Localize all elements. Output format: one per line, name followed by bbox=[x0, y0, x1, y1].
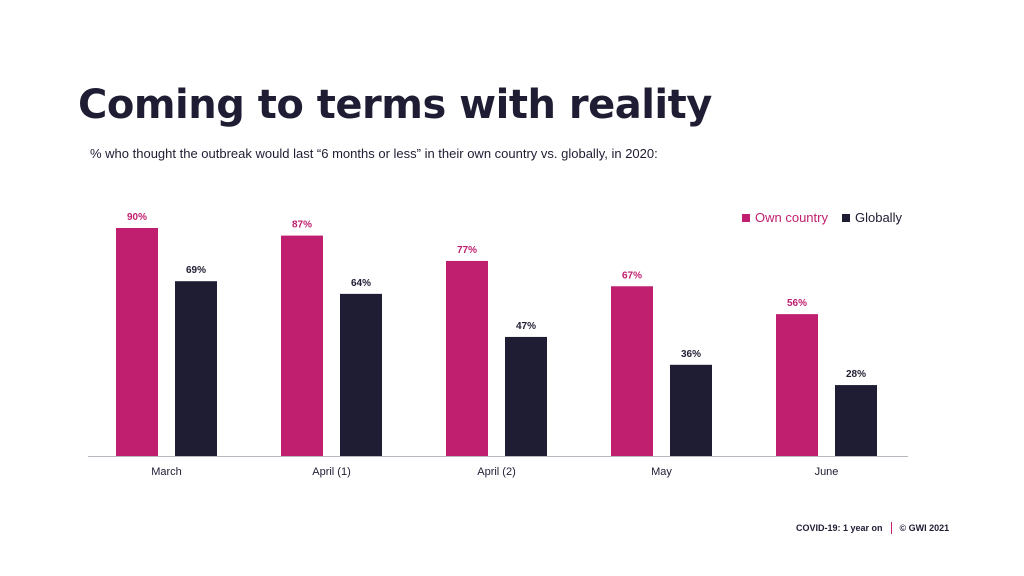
data-label-own-country-4: 56% bbox=[787, 298, 807, 309]
legend-swatch-own-country bbox=[742, 213, 750, 222]
bar-own-country-1 bbox=[281, 235, 323, 456]
bar-globally-4 bbox=[835, 385, 877, 456]
data-label-globally-0: 69% bbox=[186, 265, 206, 276]
bar-globally-1 bbox=[340, 293, 382, 456]
chart-legend: Own country Globally bbox=[742, 210, 902, 225]
data-label-own-country-2: 77% bbox=[457, 245, 477, 256]
legend-label-own-country: Own country bbox=[755, 210, 828, 225]
data-label-own-country-1: 87% bbox=[292, 220, 312, 231]
legend-swatch-globally bbox=[841, 213, 850, 222]
legend-label-globally: Globally bbox=[854, 210, 902, 225]
x-tick-label-1: April (1) bbox=[312, 466, 351, 478]
bar-own-country-2 bbox=[446, 260, 488, 456]
bar-globally-2 bbox=[505, 336, 547, 456]
x-tick-label-4: June bbox=[815, 466, 839, 478]
bar-own-country-4 bbox=[776, 314, 818, 456]
x-tick-label-0: March bbox=[151, 466, 182, 478]
data-label-globally-2: 47% bbox=[516, 321, 536, 332]
data-label-own-country-3: 67% bbox=[622, 270, 642, 281]
bar-own-country-0 bbox=[116, 228, 158, 456]
chart-subtitle: % who thought the outbreak would last “6… bbox=[90, 146, 658, 161]
footer-copyright: © GWI 2021 bbox=[899, 523, 950, 533]
x-tick-label-2: April (2) bbox=[477, 466, 516, 478]
bar-globally-3 bbox=[670, 364, 712, 456]
footer-report-name: COVID-19: 1 year on bbox=[796, 523, 883, 533]
data-label-globally-1: 64% bbox=[351, 278, 371, 289]
bar-own-country-3 bbox=[611, 286, 653, 456]
data-label-own-country-0: 90% bbox=[127, 212, 147, 223]
x-tick-label-3: May bbox=[651, 466, 672, 478]
data-label-globally-4: 28% bbox=[846, 369, 866, 380]
legend-item-globally: Globally bbox=[841, 210, 902, 225]
data-label-globally-3: 36% bbox=[681, 349, 701, 360]
bar-globally-0 bbox=[175, 281, 217, 456]
footer: COVID-19: 1 year on © GWI 2021 bbox=[796, 522, 949, 534]
footer-divider bbox=[890, 522, 892, 534]
legend-item-own-country: Own country bbox=[742, 210, 828, 225]
page-title: Coming to terms with reality bbox=[78, 82, 712, 128]
